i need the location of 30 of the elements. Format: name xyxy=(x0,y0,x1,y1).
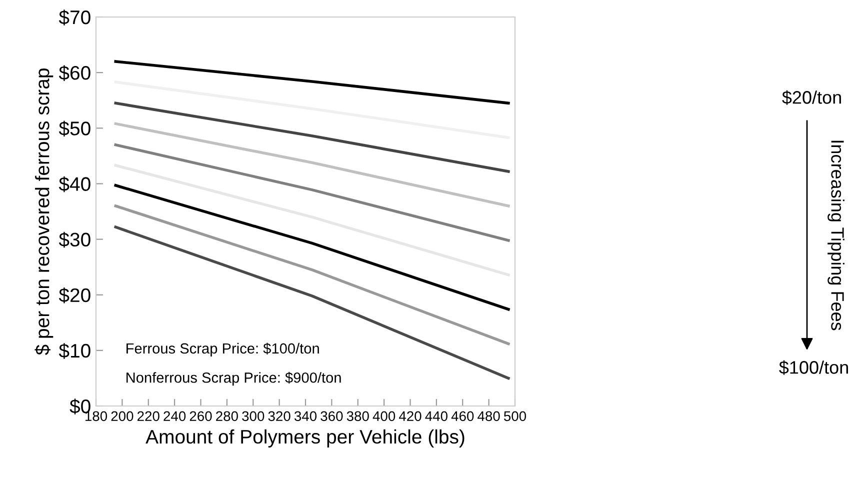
x-tick-label: 220 xyxy=(137,411,160,422)
x-tick-label: 400 xyxy=(372,411,396,422)
x-tick-label: 380 xyxy=(346,411,369,422)
y-tick-label: $50 xyxy=(58,120,90,137)
x-tick-label: 280 xyxy=(216,411,238,422)
text: $20/ton xyxy=(782,90,841,105)
y-tick-label: $60 xyxy=(58,65,90,81)
y-tick-label: $10 xyxy=(58,343,90,359)
y-axis-title: $ per ton recovered ferrous scrap xyxy=(34,68,54,356)
y-tick-label: $30 xyxy=(58,232,90,248)
x-tick-label: 300 xyxy=(242,411,264,422)
y-tick-label: $20 xyxy=(58,288,90,304)
x-tick-label: 460 xyxy=(451,411,474,422)
text: Increasing Tipping Fees xyxy=(828,140,844,330)
x-tick-label: 480 xyxy=(478,411,500,422)
x-tick-label: 340 xyxy=(294,411,317,422)
x-tick-label: 360 xyxy=(320,411,343,422)
x-tick-label: 200 xyxy=(111,411,134,422)
annotation: Ferrous Scrap Price: $100/ton xyxy=(126,342,319,357)
x-tick-label: 320 xyxy=(268,411,290,422)
x-axis-title: Amount of Polymers per Vehicle (lbs) xyxy=(146,429,464,448)
x-tick-label: 260 xyxy=(190,411,212,422)
y-tick-label: $70 xyxy=(58,10,90,26)
x-tick-label: 500 xyxy=(504,411,526,422)
annotation: Nonferrous Scrap Price: $900/ton xyxy=(126,372,341,386)
text: $100/ton xyxy=(779,360,848,375)
x-tick-label: 420 xyxy=(398,411,422,422)
y-tick-label: $40 xyxy=(58,176,90,192)
x-tick-label: 440 xyxy=(425,411,448,422)
x-tick-label: 240 xyxy=(164,411,186,422)
